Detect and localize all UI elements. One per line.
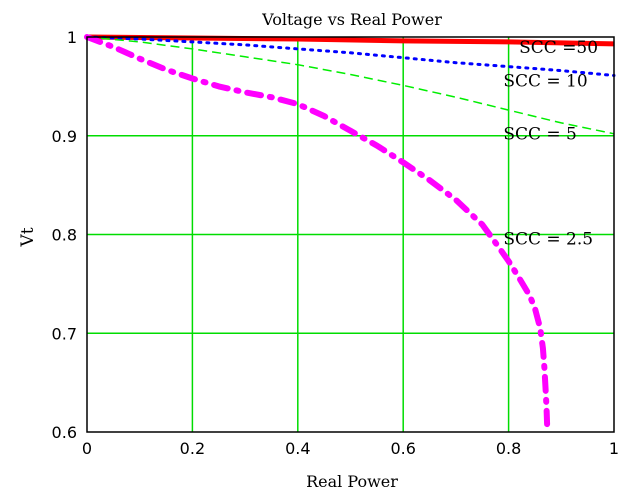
x-tick-label: 0.6 — [390, 439, 415, 458]
y-tick-label: 0.8 — [52, 226, 77, 245]
series-annotation: SCC = 2.5 — [503, 229, 593, 249]
series-line-4 — [84, 34, 551, 428]
series-annotation: SCC = 5 — [503, 125, 577, 145]
series-line-1 — [86, 34, 615, 47]
plot-series — [84, 34, 616, 428]
series-annotation: SCC =50 — [519, 38, 598, 58]
x-tick-label: 0.8 — [496, 439, 521, 458]
y-tick-label: 0.9 — [52, 127, 77, 146]
y-tick-label: 0.6 — [52, 423, 77, 442]
annotations: SCC =50 SCC = 10 SCC = 5 SCC = 2.5 — [503, 38, 598, 250]
x-tick-label: 1 — [609, 439, 618, 458]
chart-title: Voltage vs Real Power — [261, 10, 442, 29]
x-tick-label: 0.4 — [285, 439, 310, 458]
y-tick-label: 1 — [67, 28, 77, 47]
tick-labels: 0 0.2 0.4 0.6 0.8 1 0.6 0.7 0.8 0.9 1 — [52, 28, 618, 458]
y-axis-label: Vt — [18, 227, 38, 247]
series-line-2 — [85, 35, 616, 77]
plot-frame — [86, 36, 615, 433]
grid — [87, 37, 614, 432]
x-tick-label: 0 — [82, 439, 92, 458]
series-annotation: SCC = 10 — [503, 71, 587, 91]
y-tick-label: 0.7 — [52, 324, 77, 343]
x-axis-label: Real Power — [306, 472, 398, 491]
x-tick-label: 0.2 — [180, 439, 205, 458]
series-line-3 — [86, 36, 615, 135]
